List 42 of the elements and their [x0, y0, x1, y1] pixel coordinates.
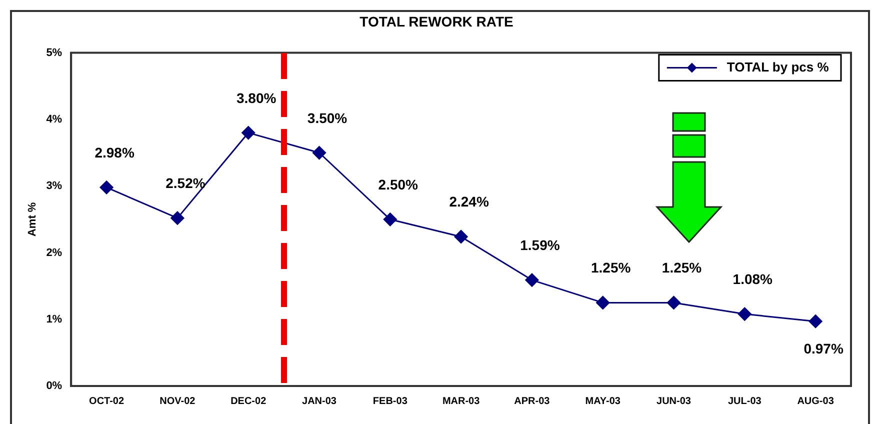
x-tick-label: AUG-03 — [797, 396, 834, 407]
x-tick-label: JUL-03 — [728, 396, 762, 407]
y-tick-label: 5% — [46, 46, 62, 59]
point — [312, 146, 326, 160]
x-tick-label: APR-03 — [514, 396, 550, 407]
data-label: 3.80% — [236, 90, 277, 106]
y-tick-label: 1% — [46, 313, 62, 326]
x-tick-label: NOV-02 — [160, 396, 196, 407]
point — [667, 296, 680, 310]
point — [170, 211, 184, 225]
data-label: 2.98% — [94, 144, 135, 160]
x-tick-label: MAY-03 — [585, 396, 621, 407]
point — [454, 230, 468, 244]
data-label: 2.24% — [449, 194, 490, 210]
x-tick-label: MAR-03 — [442, 396, 480, 407]
data-label: 1.25% — [662, 260, 702, 276]
x-tick-label: JAN-03 — [302, 396, 337, 407]
data-label: 1.08% — [732, 271, 774, 288]
y-tick-label: 0% — [46, 380, 62, 392]
point — [242, 126, 256, 140]
point — [738, 307, 752, 321]
x-tick-label: OCT-02 — [89, 396, 124, 407]
y-tick-label: 3% — [46, 180, 62, 192]
point — [383, 212, 397, 226]
data-label: 2.52% — [166, 175, 206, 192]
y-tick-label: 4% — [46, 113, 62, 126]
point — [525, 273, 539, 287]
x-tick-label: JUN-03 — [656, 396, 692, 407]
data-label: 2.50% — [378, 176, 419, 192]
data-label: 3.50% — [307, 110, 348, 126]
data-label: 1.59% — [520, 237, 560, 254]
x-tick-label: DEC-02 — [230, 396, 267, 407]
chart-title: TOTAL REWORK RATE — [360, 13, 514, 30]
y-tick-label: 2% — [46, 246, 62, 259]
legend-label: TOTAL by pcs % — [726, 59, 830, 74]
data-label: 1.25% — [591, 260, 632, 276]
point — [808, 314, 822, 328]
data-label: 0.97% — [804, 340, 844, 356]
y-axis-title: Amt % — [26, 202, 39, 237]
point — [100, 180, 114, 194]
point — [596, 296, 610, 310]
x-tick-label: FEB-03 — [372, 396, 408, 407]
